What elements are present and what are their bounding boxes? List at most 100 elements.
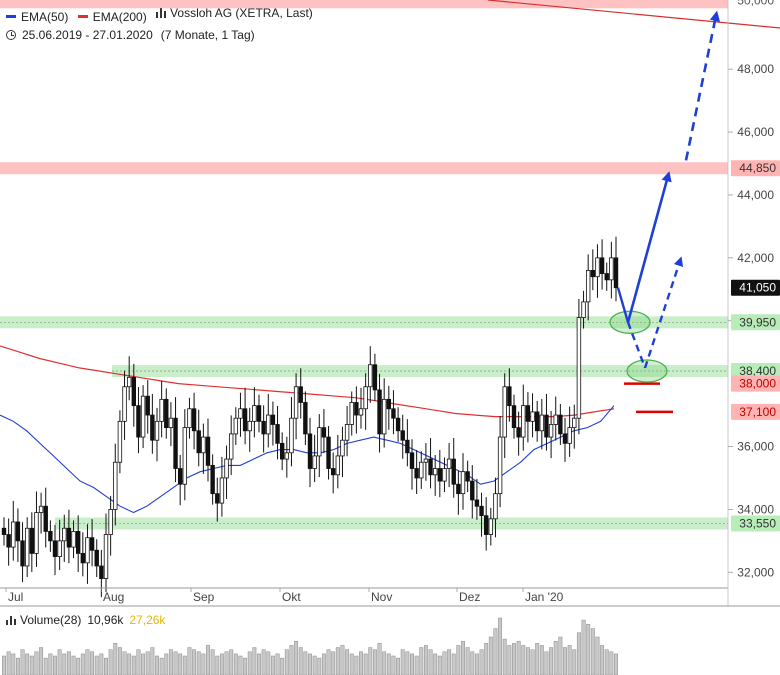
legend-ema200[interactable]: EMA(200) [77, 10, 147, 24]
candle-body [52, 540, 58, 557]
volume-bar [525, 647, 530, 675]
candle-body [196, 430, 201, 454]
volume-bar [275, 653, 280, 675]
volume-bar [192, 649, 197, 675]
down-arrow-dashed [626, 321, 647, 369]
candle-body [437, 468, 443, 482]
volume-bar [131, 655, 136, 675]
candle-body [405, 439, 410, 454]
candle-body [483, 515, 489, 535]
candle-body [20, 540, 25, 567]
volume-bar [321, 653, 326, 675]
x-tick-label: Sep [193, 590, 215, 604]
volume-bar [6, 651, 11, 675]
volume-value-1: 10,96k [87, 613, 124, 627]
volume-bar [604, 649, 609, 675]
candle-body [585, 270, 591, 303]
volume-bar [502, 638, 507, 675]
volume-bar [34, 651, 39, 675]
volume-bar [377, 643, 382, 675]
volume-bar [11, 653, 16, 675]
legend-ema50[interactable]: EMA(50) [6, 10, 68, 24]
volume-bar [410, 653, 414, 675]
candle-body [242, 408, 248, 432]
candle-body [48, 531, 53, 542]
candle-body [599, 257, 605, 274]
candle-body [349, 402, 354, 425]
x-tick-label: Nov [371, 590, 392, 604]
candle-body [534, 411, 540, 432]
trend-line [487, 0, 780, 29]
volume-legend: Volume(28) 10,96k 27,26k [6, 613, 165, 627]
volume-bar [521, 645, 526, 675]
stop-badge-label: 37,100 [739, 405, 776, 419]
candle-body [43, 505, 48, 532]
candle-body [419, 461, 424, 479]
volume-bar [507, 645, 512, 675]
date-range: 25.06.2019 - 27.01.2020 [22, 27, 153, 42]
candle-body [103, 534, 109, 579]
candle-body [303, 402, 308, 435]
chart-legend: EMA(50) EMA(200) Vossloh AG (XETRA, Last… [6, 6, 319, 42]
volume-bar [363, 653, 368, 675]
x-tick-label: Okt [282, 590, 301, 604]
x-tick-label: Jul [8, 590, 23, 604]
volume-bar [71, 655, 76, 675]
candle-body [247, 420, 252, 432]
candle-body [400, 430, 405, 441]
volume-bar [447, 649, 452, 675]
volume-bar [150, 647, 155, 675]
candle-body [145, 395, 150, 416]
volume-bar [289, 645, 294, 675]
candle-body [558, 414, 563, 435]
candle-body [275, 424, 280, 444]
volume-bar [456, 645, 461, 675]
candle-body [544, 414, 549, 438]
volume-bar [461, 640, 465, 675]
up-arrow-dashed-long [684, 10, 721, 161]
y-tick-label: 36,000 [737, 440, 774, 454]
volume-bar [266, 651, 271, 675]
candle-body [595, 257, 600, 278]
candle-body [372, 364, 378, 391]
support-badge-box [731, 515, 780, 532]
candle-body [317, 427, 322, 457]
candle-body [428, 458, 433, 476]
volume-bar [136, 649, 141, 675]
candle-body [409, 452, 415, 469]
candle-body [94, 549, 99, 567]
volume-bar [595, 636, 600, 675]
volume-bar [437, 655, 442, 675]
volume-bar [590, 628, 595, 675]
candle-body [279, 442, 285, 460]
volume-bar [451, 653, 456, 675]
volume-bar [576, 632, 581, 675]
volume-bar [57, 649, 62, 675]
candle-body [298, 386, 303, 403]
volume-bar [164, 653, 169, 675]
candle-body [414, 468, 419, 479]
candle-body [150, 414, 155, 441]
candle-body [465, 471, 470, 482]
support-badge-box [731, 363, 780, 380]
volume-bar [312, 655, 317, 675]
volume-bar [474, 653, 479, 675]
candle-body [80, 553, 86, 564]
candle-body [562, 433, 568, 444]
candle-body [62, 527, 67, 542]
resistance-badge-box [731, 160, 780, 177]
candle-body [191, 408, 197, 432]
volume-bar [173, 651, 178, 675]
candle-body [474, 499, 480, 507]
volume-bar [196, 651, 201, 675]
candle-body [344, 424, 350, 441]
volume-bar [484, 643, 489, 675]
legend-instrument[interactable]: Vossloh AG (XETRA, Last) [156, 6, 313, 20]
volume-bar [600, 645, 605, 675]
candle-body [326, 436, 331, 469]
candle-body [66, 527, 72, 548]
candle-body [85, 537, 90, 564]
up-arrow-dashed [643, 256, 684, 369]
volume-bar [614, 653, 618, 675]
